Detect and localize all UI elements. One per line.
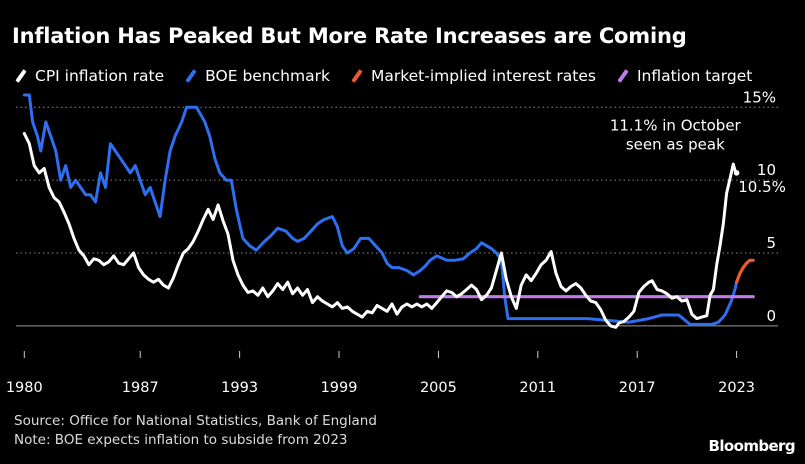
source-note: Source: Office for National Statistics, … bbox=[14, 413, 377, 429]
x-tick-label-2017: 2017 bbox=[619, 380, 656, 396]
x-tick-label-1999: 1999 bbox=[321, 380, 358, 396]
y-tick-label-0: 0 bbox=[766, 307, 776, 325]
annotation-latest-label: 10.5% bbox=[738, 178, 786, 196]
legend-item-boe: BOE benchmark bbox=[184, 67, 330, 85]
legend-item-cpi: CPI inflation rate bbox=[14, 67, 164, 85]
legend-label-market: Market-implied interest rates bbox=[370, 67, 596, 85]
market-implied-line bbox=[735, 258, 755, 284]
annotation-latest-label-line-0: 10.5% bbox=[738, 178, 786, 196]
legend: CPI inflation rate BOE benchmark Market-… bbox=[14, 66, 752, 86]
chart-title: Inflation Has Peaked But More Rate Incre… bbox=[12, 24, 687, 48]
x-tick-label-1980: 1980 bbox=[6, 380, 43, 396]
footnote: Note: BOE expects inflation to subside f… bbox=[14, 432, 348, 448]
bloomberg-logo: Bloomberg bbox=[708, 437, 796, 455]
x-tick-label-2005: 2005 bbox=[420, 380, 457, 396]
annotation-peak-callout-line-0: 11.1% in October bbox=[610, 117, 742, 135]
x-tick-label-2023: 2023 bbox=[718, 380, 755, 396]
legend-item-market: Market-implied interest rates bbox=[350, 67, 596, 85]
y-tick-label-5: 5 bbox=[766, 234, 776, 252]
annotation-peak-callout: 11.1% in October seen as peak bbox=[610, 117, 742, 154]
legend-label-target: Inflation target bbox=[636, 67, 753, 85]
x-tick-label-2011: 2011 bbox=[519, 380, 556, 396]
boe-line bbox=[22, 93, 739, 326]
y-tick-label-10: 10 bbox=[757, 161, 776, 179]
annotation-peak-callout-line-1: seen as peak bbox=[626, 136, 725, 154]
y-tick-label-15: 15% bbox=[743, 88, 776, 106]
legend-label-cpi: CPI inflation rate bbox=[35, 67, 165, 85]
cpi-line bbox=[22, 132, 739, 329]
x-tick-label-1987: 1987 bbox=[122, 380, 159, 396]
x-tick-label-1993: 1993 bbox=[221, 380, 258, 396]
cpi-latest-marker bbox=[733, 170, 740, 176]
legend-item-target: Inflation target bbox=[616, 67, 752, 85]
legend-label-boe: BOE benchmark bbox=[205, 67, 330, 85]
